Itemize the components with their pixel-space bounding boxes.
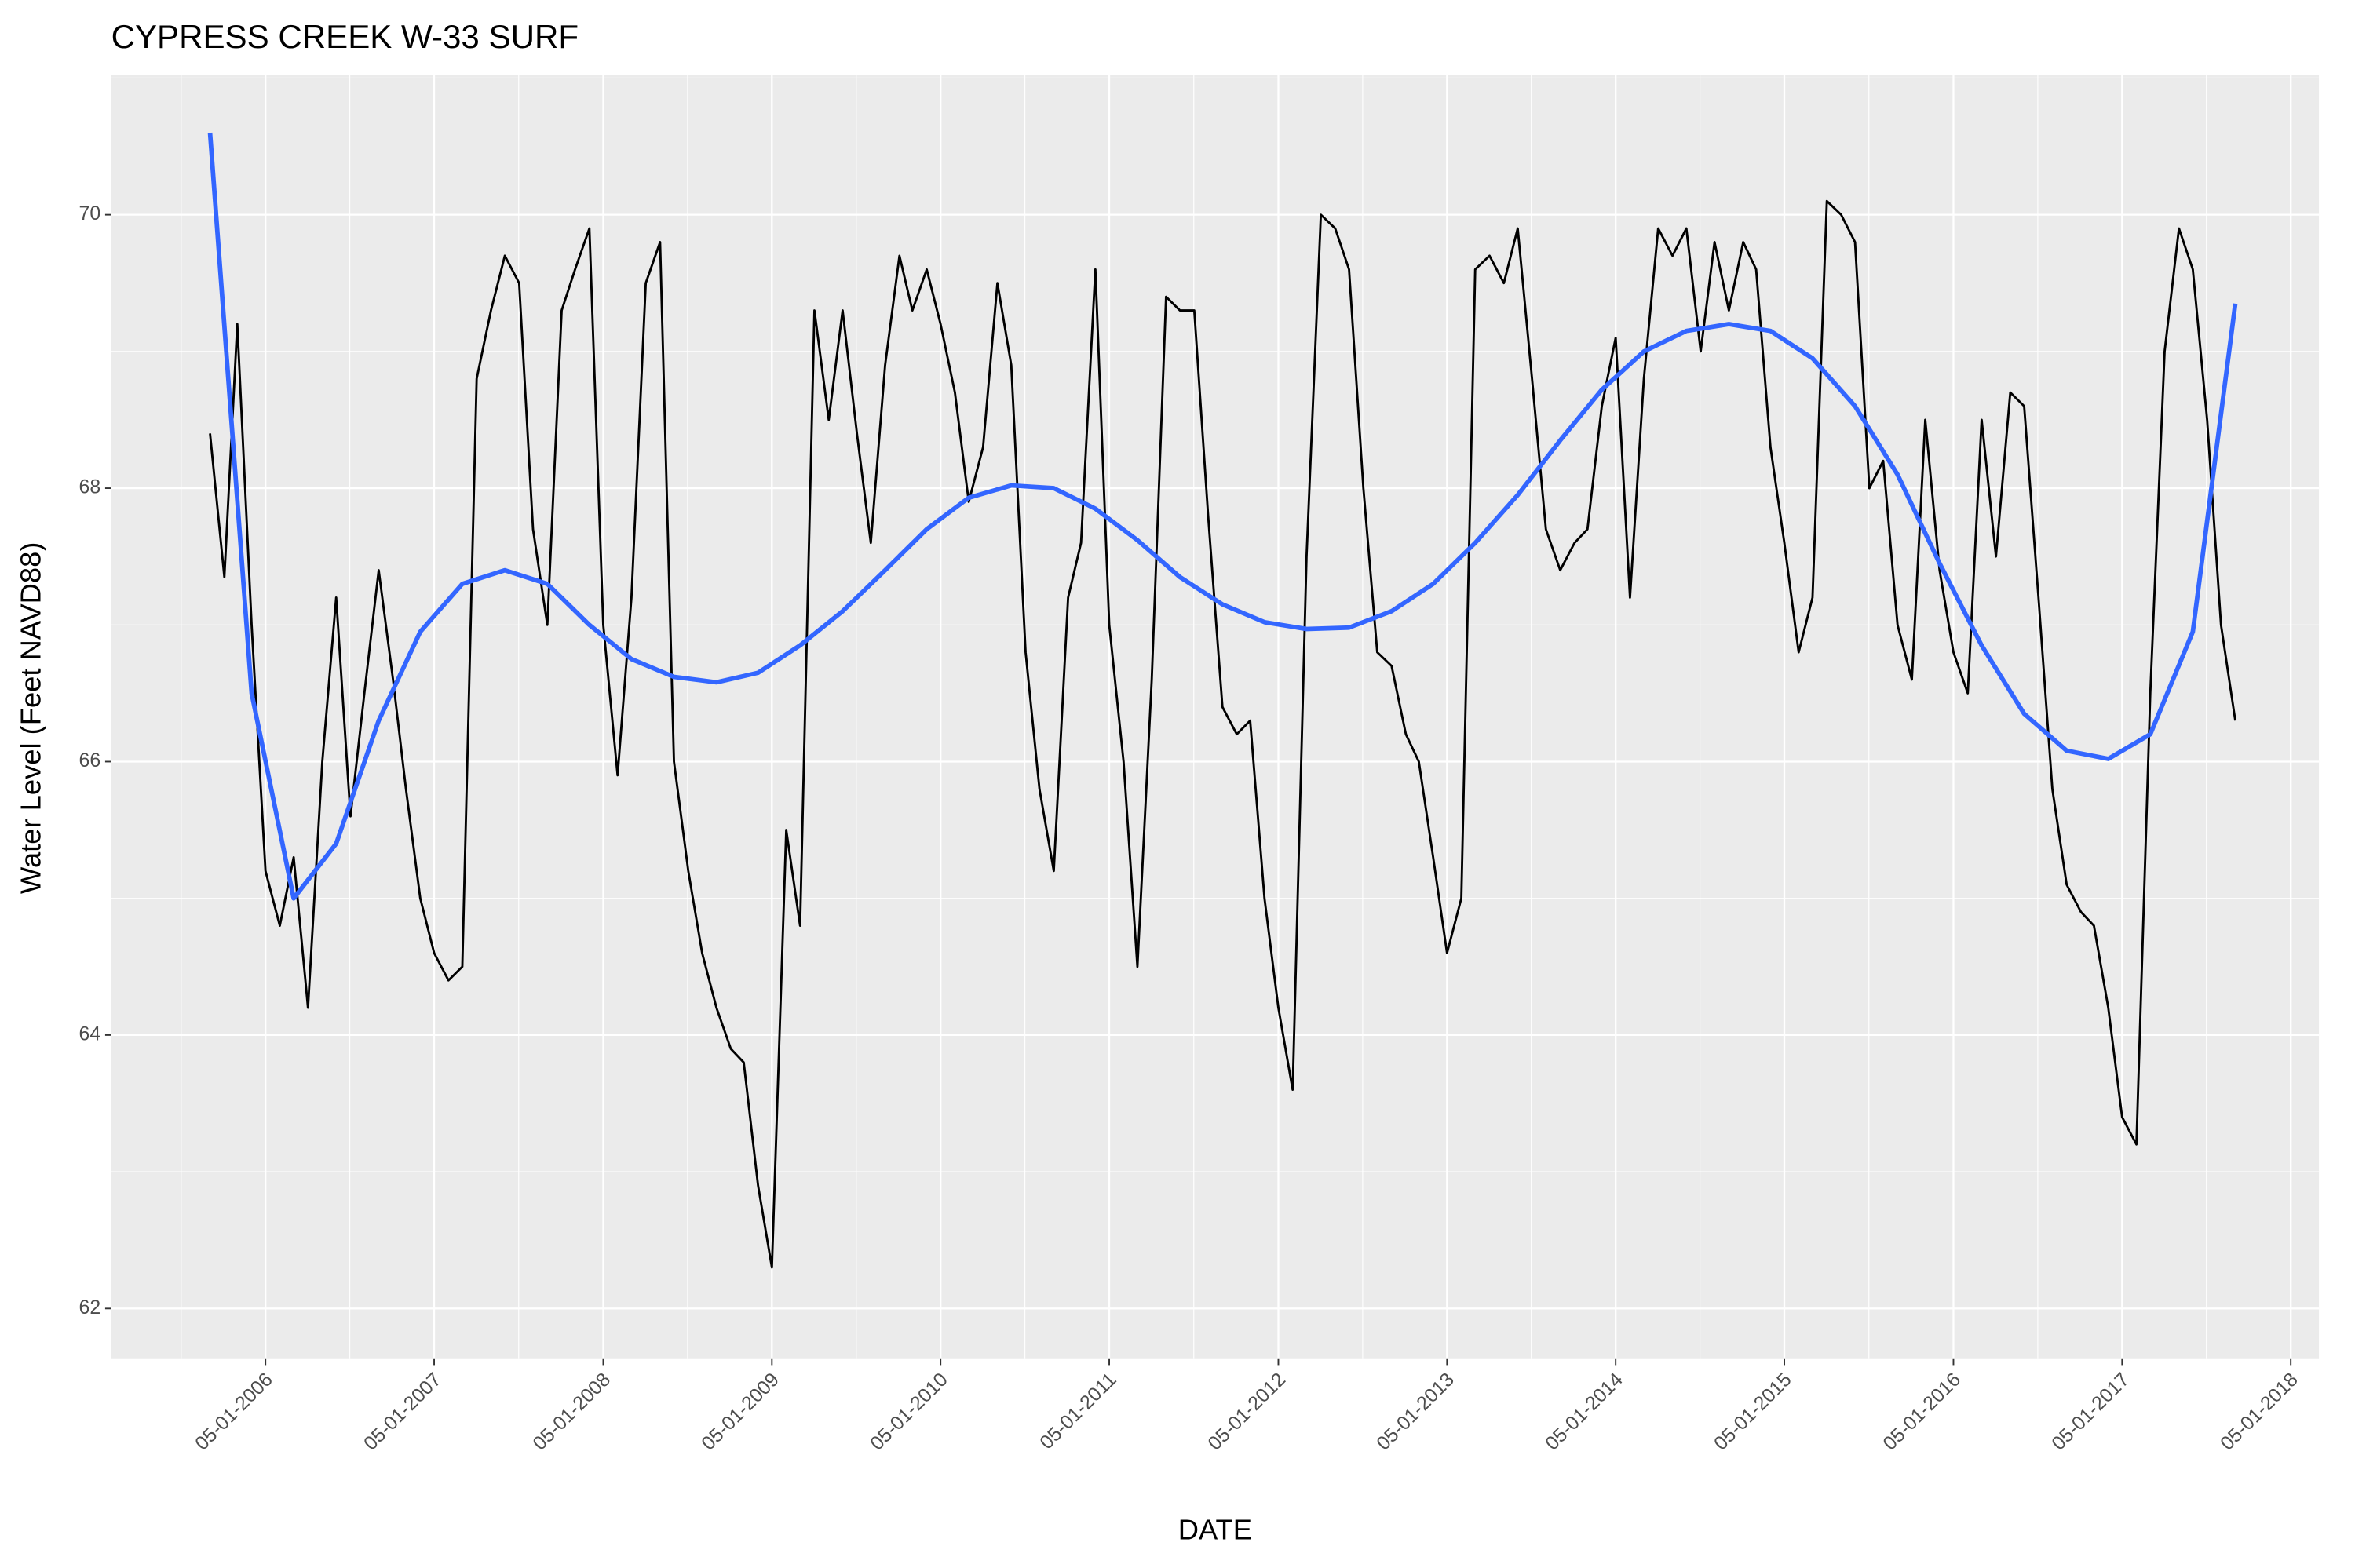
smooth-line [207, 132, 2238, 901]
x-tick-label: 05-01-2008 [528, 1369, 615, 1455]
x-tick-label: 05-01-2014 [1541, 1369, 1627, 1455]
y-tick-label: 68 [79, 476, 101, 498]
x-tick-label: 05-01-2006 [191, 1369, 277, 1455]
y-tick-label: 62 [79, 1296, 101, 1318]
chart-title: CYPRESS CREEK W-33 SURF [111, 18, 579, 55]
x-tick-label: 05-01-2017 [2047, 1369, 2134, 1455]
x-tick-label: 05-01-2016 [1879, 1369, 1965, 1455]
x-tick-label: 05-01-2009 [697, 1369, 783, 1455]
y-tick-label: 70 [79, 202, 101, 224]
plot-panel [111, 75, 2320, 1359]
x-tick-label: 05-01-2010 [866, 1369, 952, 1455]
y-axis-title: Water Level (Feet NAVD88) [15, 542, 47, 894]
data-line [209, 199, 2236, 1269]
x-tick-label: 05-01-2011 [1035, 1369, 1120, 1453]
x-tick-label: 05-01-2013 [1372, 1369, 1459, 1455]
y-tick-label: 66 [79, 749, 101, 771]
x-tick-label: 05-01-2018 [2216, 1369, 2302, 1455]
x-tick-label: 05-01-2015 [1710, 1369, 1796, 1455]
x-tick-label: 05-01-2007 [360, 1369, 446, 1455]
x-axis-title: DATE [1178, 1513, 1252, 1545]
y-tick-label: 64 [79, 1023, 101, 1045]
x-tick-label: 05-01-2012 [1203, 1369, 1290, 1455]
